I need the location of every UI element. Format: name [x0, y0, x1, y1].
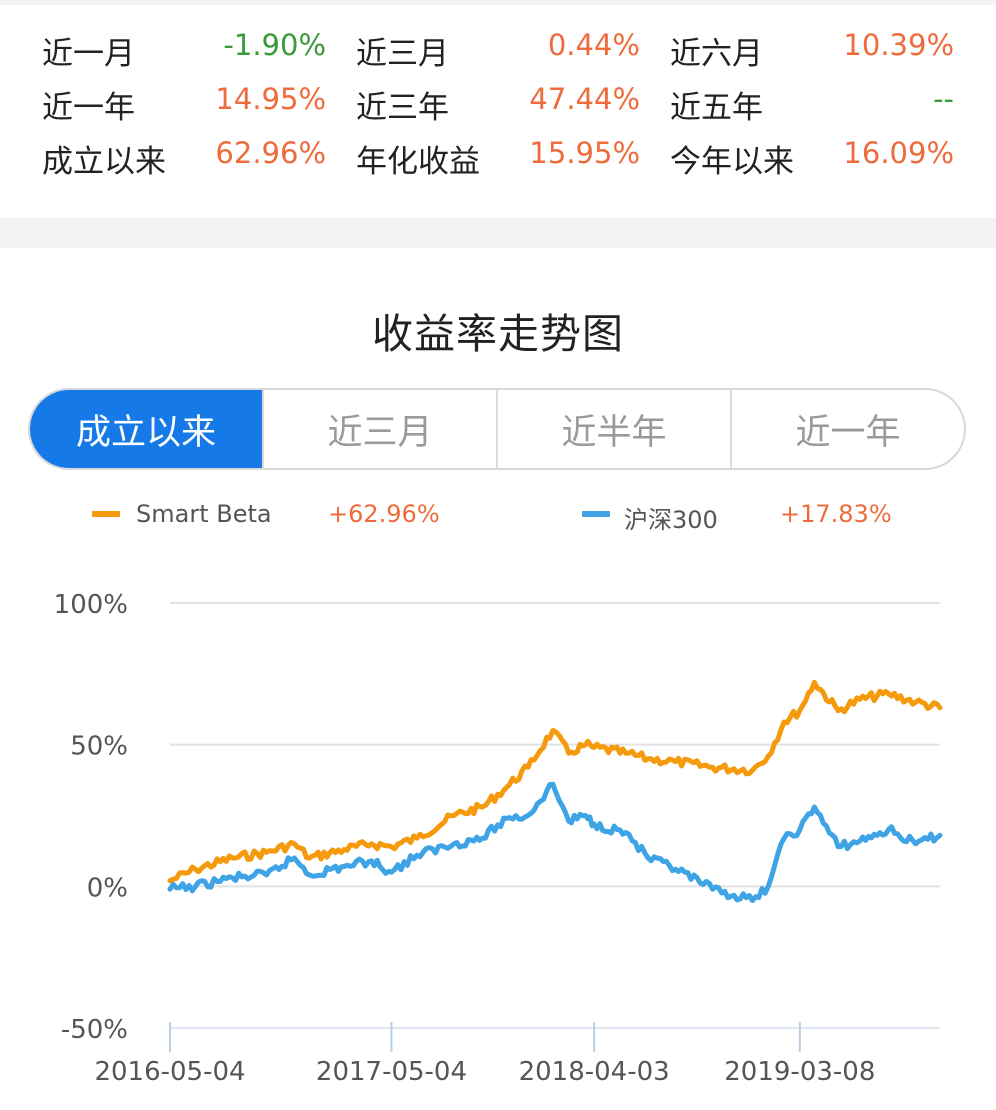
tab-1-year[interactable]: 近一年	[730, 390, 964, 468]
x-tick-label: 2018-04-03	[519, 1057, 670, 1087]
stat-value-annualized: 15.95%	[529, 136, 640, 170]
y-tick-label: 100%	[54, 590, 128, 620]
top-divider	[0, 0, 996, 5]
stat-value-since-inception: 62.96%	[215, 136, 326, 170]
tab-3-months[interactable]: 近三月	[262, 390, 496, 468]
y-tick-label: 50%	[70, 732, 128, 762]
tab-since-inception[interactable]: 成立以来	[30, 390, 262, 468]
stat-value-3m: 0.44%	[547, 28, 640, 62]
return-trend-chart: 100% 50% 0% -50% 2016-05-04 2017-05-04 2018-04…	[54, 590, 943, 1087]
stat-value-ytd: 16.09%	[843, 136, 954, 170]
stats-row-1: 近一月 -1.90% 近三月 0.44% 近六月 10.39%	[0, 28, 996, 78]
chart-legend: Smart Beta +62.96% 沪深300 +17.83%	[0, 500, 996, 540]
y-tick-label: -50%	[61, 1015, 128, 1045]
stat-label-3m: 近三月	[356, 36, 449, 72]
y-tick-label: 0%	[87, 873, 128, 903]
stat-label-1y: 近一年	[42, 90, 135, 126]
period-tabs: 成立以来 近三月 近半年 近一年	[28, 388, 966, 470]
series-line	[167, 679, 943, 884]
stat-value-1y: 14.95%	[215, 82, 326, 116]
stat-label-ytd: 今年以来	[670, 144, 794, 180]
section-divider	[0, 218, 996, 248]
stat-label-5y: 近五年	[670, 90, 763, 126]
legend-value-hs300: +17.83%	[780, 500, 892, 528]
stats-row-2: 近一年 14.95% 近三年 47.44% 近五年 --	[0, 82, 996, 132]
stat-label-annualized: 年化收益	[356, 144, 480, 180]
stat-label-since-inception: 成立以来	[42, 144, 166, 180]
legend-swatch-smart-beta	[92, 511, 120, 517]
legend-value-smart-beta: +62.96%	[328, 500, 440, 528]
stat-value-6m: 10.39%	[843, 28, 954, 62]
stat-value-3y: 47.44%	[529, 82, 640, 116]
stat-value-5y: --	[933, 82, 954, 116]
series-line	[167, 781, 943, 903]
stat-label-1m: 近一月	[42, 36, 135, 72]
stat-label-3y: 近三年	[356, 90, 449, 126]
stat-value-1m: -1.90%	[223, 28, 326, 62]
legend-name-smart-beta: Smart Beta	[136, 500, 272, 528]
tab-half-year[interactable]: 近半年	[496, 390, 730, 468]
legend-swatch-hs300	[582, 511, 610, 517]
section-title: 收益率走势图	[372, 310, 624, 358]
stats-row-3: 成立以来 62.96% 年化收益 15.95% 今年以来 16.09%	[0, 136, 996, 186]
x-tick-label: 2017-05-04	[316, 1057, 467, 1087]
stat-label-6m: 近六月	[670, 36, 763, 72]
x-tick-label: 2019-03-08	[724, 1057, 875, 1087]
legend-name-hs300: 沪深300	[624, 506, 718, 534]
x-tick-label: 2016-05-04	[94, 1057, 245, 1087]
